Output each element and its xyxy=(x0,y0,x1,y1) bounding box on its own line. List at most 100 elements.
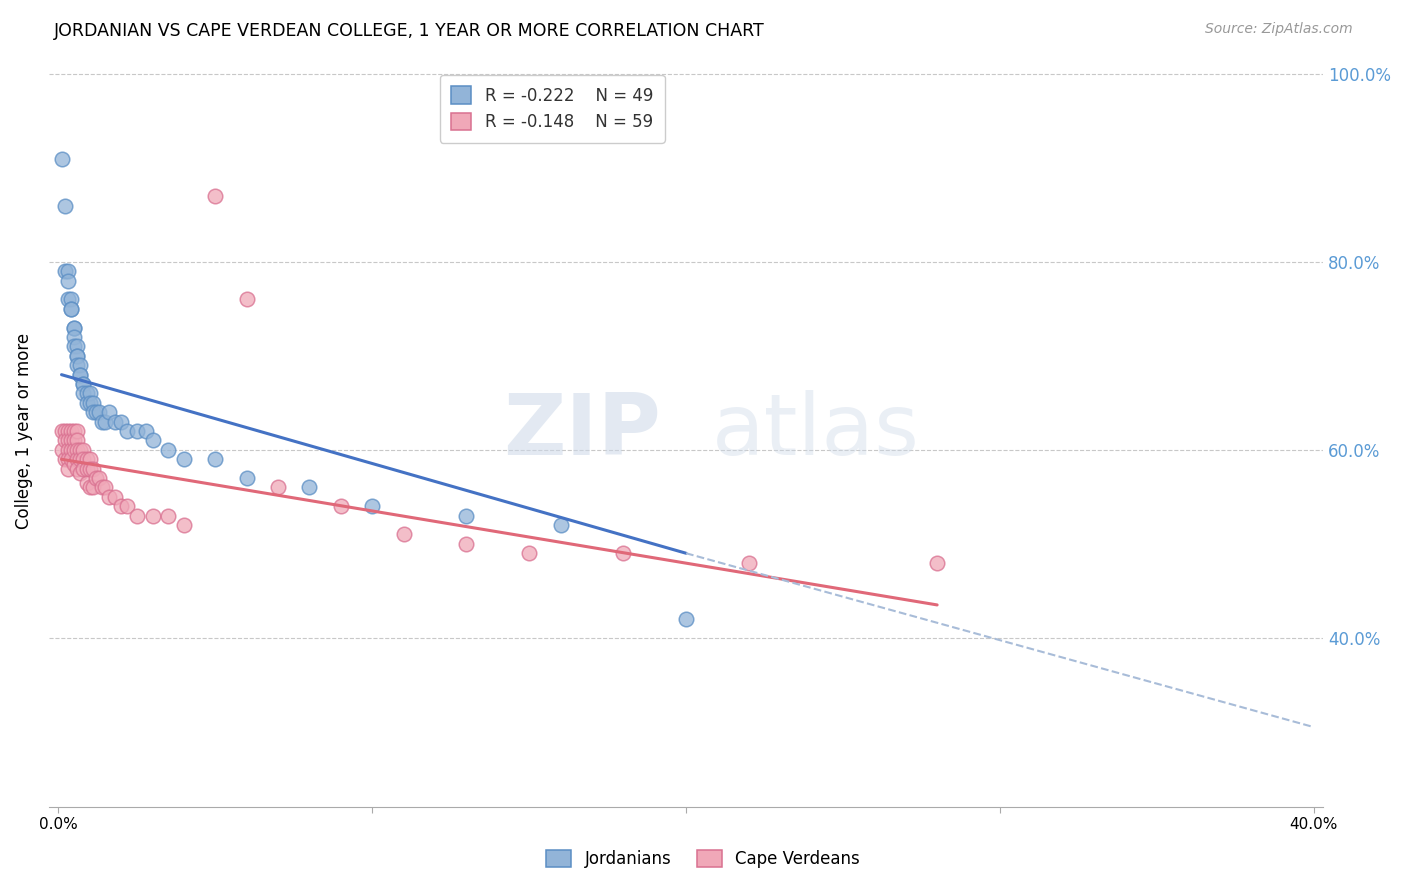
Point xyxy=(392,527,415,541)
Text: atlas: atlas xyxy=(711,390,920,473)
Point xyxy=(110,500,132,514)
Point xyxy=(173,452,195,467)
Point xyxy=(738,556,761,570)
Point xyxy=(63,424,86,438)
Point xyxy=(84,405,107,419)
Point xyxy=(104,490,127,504)
Point xyxy=(329,500,352,514)
Point xyxy=(59,452,82,467)
Point xyxy=(56,264,79,278)
Point xyxy=(79,386,101,401)
Point xyxy=(76,396,98,410)
Point xyxy=(66,461,89,475)
Point xyxy=(267,480,290,494)
Point xyxy=(72,377,94,392)
Point xyxy=(63,434,86,448)
Point xyxy=(79,452,101,467)
Point xyxy=(56,293,79,307)
Point xyxy=(53,434,76,448)
Point xyxy=(53,264,76,278)
Point xyxy=(59,434,82,448)
Point xyxy=(63,457,86,471)
Point xyxy=(157,442,180,457)
Point xyxy=(66,434,89,448)
Point xyxy=(69,359,91,373)
Point xyxy=(53,198,76,212)
Point xyxy=(72,461,94,475)
Point xyxy=(104,415,127,429)
Point xyxy=(56,461,79,475)
Point xyxy=(76,386,98,401)
Point xyxy=(63,330,86,344)
Point xyxy=(110,415,132,429)
Point xyxy=(79,480,101,494)
Point xyxy=(63,320,86,334)
Point xyxy=(66,442,89,457)
Point xyxy=(63,320,86,334)
Text: Source: ZipAtlas.com: Source: ZipAtlas.com xyxy=(1205,22,1353,37)
Point xyxy=(59,293,82,307)
Point xyxy=(89,471,111,485)
Point xyxy=(89,405,111,419)
Point xyxy=(135,424,157,438)
Point xyxy=(72,452,94,467)
Point xyxy=(456,537,478,551)
Point xyxy=(66,339,89,353)
Point xyxy=(204,189,226,203)
Point xyxy=(82,396,104,410)
Point xyxy=(66,349,89,363)
Point xyxy=(66,424,89,438)
Point xyxy=(97,405,120,419)
Point xyxy=(76,475,98,490)
Point xyxy=(56,452,79,467)
Text: ZIP: ZIP xyxy=(503,390,661,473)
Point xyxy=(72,386,94,401)
Point xyxy=(82,480,104,494)
Point xyxy=(63,442,86,457)
Point xyxy=(298,480,321,494)
Point xyxy=(456,508,478,523)
Point xyxy=(173,518,195,533)
Point xyxy=(59,301,82,316)
Point xyxy=(66,349,89,363)
Point xyxy=(91,415,114,429)
Point xyxy=(59,424,82,438)
Point xyxy=(612,546,634,560)
Point xyxy=(235,471,257,485)
Point xyxy=(66,359,89,373)
Point xyxy=(79,461,101,475)
Point xyxy=(76,452,98,467)
Point xyxy=(56,424,79,438)
Point xyxy=(361,500,384,514)
Point xyxy=(69,442,91,457)
Text: JORDANIAN VS CAPE VERDEAN COLLEGE, 1 YEAR OR MORE CORRELATION CHART: JORDANIAN VS CAPE VERDEAN COLLEGE, 1 YEA… xyxy=(53,22,765,40)
Point xyxy=(53,424,76,438)
Legend: Jordanians, Cape Verdeans: Jordanians, Cape Verdeans xyxy=(538,842,868,877)
Point xyxy=(66,452,89,467)
Point xyxy=(94,480,117,494)
Point xyxy=(141,508,163,523)
Point xyxy=(927,556,949,570)
Point xyxy=(125,424,148,438)
Point xyxy=(63,339,86,353)
Point xyxy=(117,500,139,514)
Point xyxy=(675,612,697,626)
Point xyxy=(51,424,73,438)
Point xyxy=(157,508,180,523)
Point xyxy=(97,490,120,504)
Point xyxy=(517,546,540,560)
Point xyxy=(69,452,91,467)
Point xyxy=(76,461,98,475)
Point xyxy=(69,467,91,481)
Y-axis label: College, 1 year or more: College, 1 year or more xyxy=(15,333,32,529)
Point xyxy=(550,518,572,533)
Legend: R = -0.222    N = 49, R = -0.148    N = 59: R = -0.222 N = 49, R = -0.148 N = 59 xyxy=(440,75,665,143)
Point xyxy=(72,377,94,392)
Point xyxy=(56,274,79,288)
Point xyxy=(82,461,104,475)
Point xyxy=(69,368,91,382)
Point xyxy=(56,442,79,457)
Point xyxy=(51,152,73,166)
Point xyxy=(72,442,94,457)
Point xyxy=(53,452,76,467)
